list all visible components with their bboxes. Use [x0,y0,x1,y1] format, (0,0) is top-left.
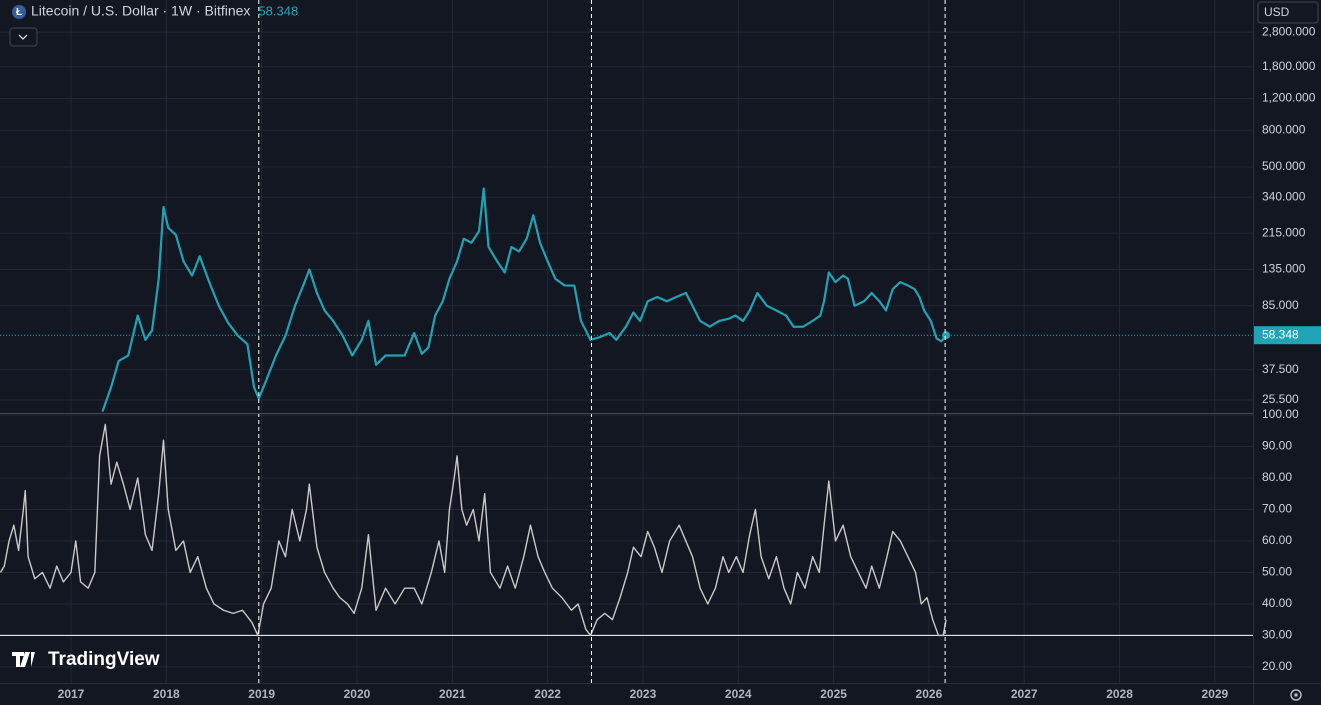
y-tick-label: 85.000 [1262,298,1299,312]
y-tick-label: 800.000 [1262,122,1306,136]
y-tick-label: 135.000 [1262,262,1306,276]
y-tick-label: 2,800.000 [1262,24,1316,38]
y-tick-label: 70.00 [1262,502,1292,516]
x-tick-label: 2018 [153,687,180,701]
header-last-price: 58.348 [258,3,298,18]
last-price-box [1254,326,1321,345]
x-tick-label: 2024 [725,687,752,701]
x-tick-label: 2019 [248,687,275,701]
y-tick-label: 1,200.000 [1262,91,1316,105]
y-tick-label: 90.00 [1262,439,1292,453]
y-tick-label: 25.500 [1262,392,1299,406]
coin-icon-letter: Ł [16,7,22,18]
series-line [0,423,947,637]
y-tick-label: 1,800.000 [1262,59,1316,73]
y-tick-label: 40.00 [1262,596,1292,610]
labels-layer: 2017 2018 2019 2020 2021 2022 2023 2024 2025 2026… [58,24,1321,701]
y-tick-label: 37.500 [1262,362,1299,376]
x-tick-label: 2023 [630,687,657,701]
last-point [942,331,951,340]
settings-icon[interactable] [1290,689,1302,701]
x-tick-label: 2026 [916,687,943,701]
collapse-button[interactable] [9,27,38,47]
coin-icon [12,5,26,19]
x-tick-label: 2017 [58,687,85,701]
x-tick-label: 2027 [1011,687,1038,701]
y-tick-label: 20.00 [1262,659,1292,673]
settings-icon-center [1294,693,1298,697]
series-group [101,187,947,412]
x-tick-label: 2028 [1106,687,1133,701]
x-tick-label: 2022 [534,687,561,701]
y-tick-label: 500.000 [1262,159,1306,173]
grid-layer [0,0,1253,683]
y-tick-label: 100.00 [1262,407,1299,421]
y-tick-label: 80.00 [1262,470,1292,484]
marks-layer [0,0,1253,683]
x-tick-label: 2020 [344,687,371,701]
x-tick-label: 2029 [1202,687,1229,701]
watermark: TradingView [48,649,160,670]
series-group [0,423,947,637]
last-price-label: 58.348 [1262,327,1299,341]
currency-label: USD [1264,5,1290,19]
y-tick-label: 50.00 [1262,565,1292,579]
currency-button[interactable] [1257,1,1319,24]
logo-icon [12,652,35,667]
chevron-icon [18,34,28,40]
y-tick-label: 215.000 [1262,225,1306,239]
y-tick-label: 60.00 [1262,533,1292,547]
y-tick-label: 30.00 [1262,628,1292,642]
x-tick-label: 2025 [820,687,847,701]
series-line [101,187,947,412]
y-tick-label: 340.000 [1262,189,1306,203]
chart-title: Litecoin / U.S. Dollar · 1W · Bitfinex [31,3,250,19]
x-tick-label: 2021 [439,687,466,701]
